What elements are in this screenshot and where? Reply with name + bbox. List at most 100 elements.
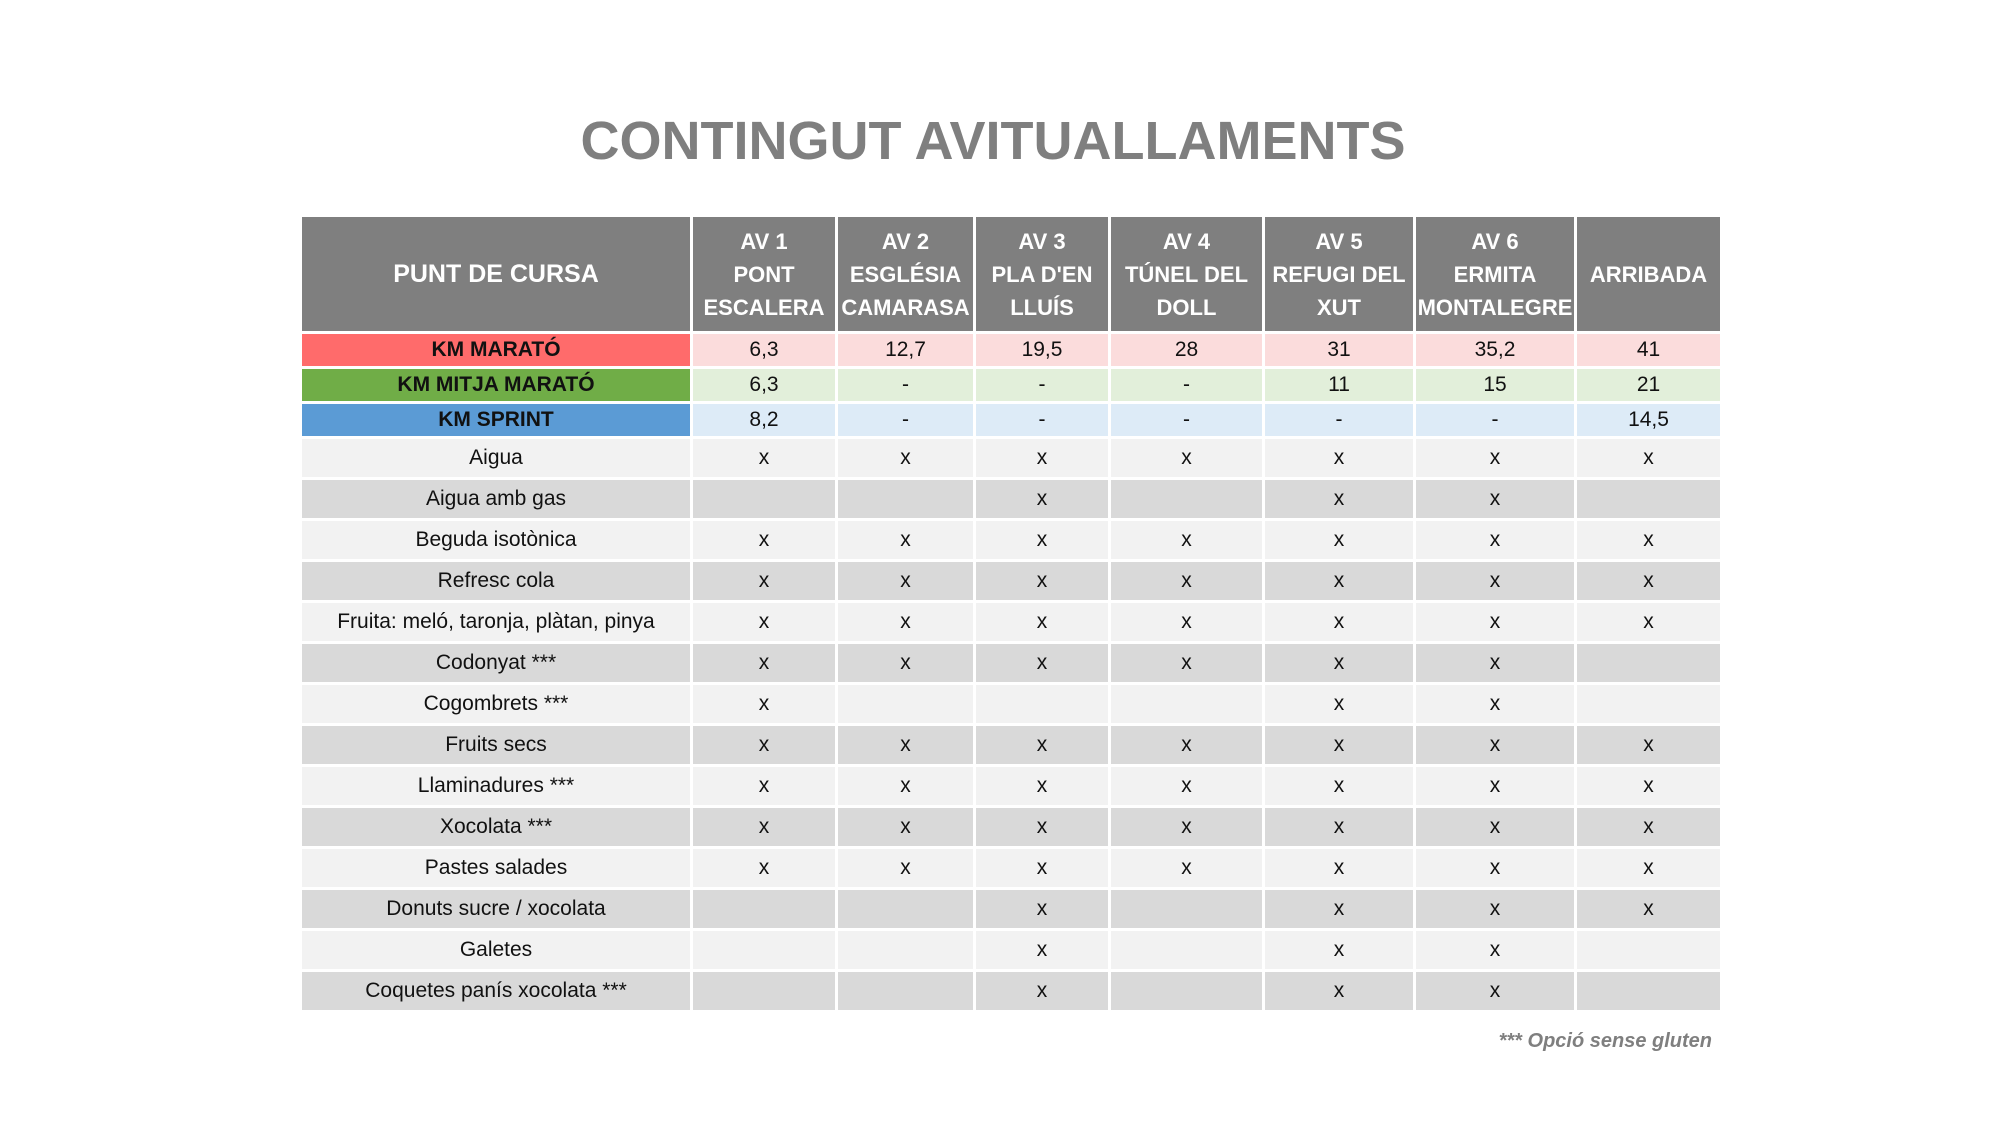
item-label: Refresc cola	[302, 562, 690, 600]
item-mark	[976, 685, 1108, 723]
item-mark: x	[976, 849, 1108, 887]
item-mark: x	[1265, 849, 1413, 887]
item-mark: x	[1265, 644, 1413, 682]
item-mark: x	[693, 603, 835, 641]
item-row: Fruita: meló, taronja, plàtan, pinya x x x x…	[302, 603, 1720, 641]
item-row: Codonyat *** x x x x x x	[302, 644, 1720, 682]
item-mark: x	[976, 767, 1108, 805]
item-mark	[693, 931, 835, 969]
item-mark: x	[693, 562, 835, 600]
item-mark: x	[1265, 439, 1413, 477]
item-mark: x	[838, 767, 973, 805]
item-mark: x	[838, 849, 973, 887]
item-row: Fruits secs x x x x x x x	[302, 726, 1720, 764]
item-mark	[838, 685, 973, 723]
header-column-4: AV 4 TÚNEL DEL DOLL	[1111, 217, 1262, 331]
item-mark	[1577, 644, 1720, 682]
item-mark: x	[693, 808, 835, 846]
km-row-label: KM MITJA MARATÓ	[302, 369, 690, 401]
item-mark: x	[1416, 521, 1574, 559]
km-row: KM SPRINT 8,2- - - - -14,5	[302, 404, 1720, 436]
km-value: 35,2	[1416, 334, 1574, 366]
km-value: 21	[1577, 369, 1720, 401]
item-mark: x	[1577, 562, 1720, 600]
km-value: -	[1111, 404, 1262, 436]
item-mark: x	[838, 603, 973, 641]
km-value: 15	[1416, 369, 1574, 401]
header-line: TÚNEL DEL	[1124, 261, 1249, 287]
item-mark: x	[1111, 767, 1262, 805]
item-mark	[693, 480, 835, 518]
header-line: AV 4	[1162, 228, 1211, 254]
item-mark	[838, 931, 973, 969]
header-line: REFUGI DEL	[1272, 261, 1406, 287]
header-line: AV 6	[1471, 228, 1519, 254]
header-line: CAMARASA	[841, 294, 970, 320]
item-mark: x	[693, 521, 835, 559]
item-row: Llaminadures *** x x x x x x x	[302, 767, 1720, 805]
supply-table: PUNT DE CURSA AV 1 PONT ESCALERA AV 2 ESGLÉSI…	[299, 214, 1723, 1013]
item-mark: x	[838, 726, 973, 764]
item-row: Donuts sucre / xocolata x x x x	[302, 890, 1720, 928]
item-mark: x	[976, 439, 1108, 477]
item-mark: x	[1265, 603, 1413, 641]
km-value: 31	[1265, 334, 1413, 366]
header-line: ESGLÉSIA	[849, 261, 962, 287]
item-row: Xocolata *** x x x x x x x	[302, 808, 1720, 846]
item-mark: x	[976, 972, 1108, 1010]
item-mark: x	[1416, 439, 1574, 477]
km-value: -	[1416, 404, 1574, 436]
item-label: Fruita: meló, taronja, plàtan, pinya	[302, 603, 690, 641]
km-value: -	[1265, 404, 1413, 436]
km-value: 19,5	[976, 334, 1108, 366]
item-mark: x	[1416, 685, 1574, 723]
item-mark	[1111, 972, 1262, 1010]
item-mark: x	[1416, 644, 1574, 682]
item-mark	[1577, 480, 1720, 518]
item-mark: x	[1416, 890, 1574, 928]
item-mark: x	[976, 644, 1108, 682]
header-line: PLA D'EN	[991, 261, 1093, 287]
km-value: 6,3	[693, 334, 835, 366]
km-value: -	[1111, 369, 1262, 401]
header-row: PUNT DE CURSA AV 1 PONT ESCALERA AV 2 ESGLÉSI…	[302, 217, 1720, 331]
item-mark	[1577, 685, 1720, 723]
header-line: ESCALERA	[703, 294, 825, 320]
item-mark: x	[1111, 644, 1262, 682]
item-mark: x	[1111, 726, 1262, 764]
km-row: KM MITJA MARATÓ 6,3- - -11 15 21	[302, 369, 1720, 401]
item-mark: x	[1416, 767, 1574, 805]
header-line: ARRIBADA	[1589, 261, 1708, 287]
item-label: Beguda isotònica	[302, 521, 690, 559]
item-mark: x	[1111, 562, 1262, 600]
item-label: Aigua amb gas	[302, 480, 690, 518]
item-row: Aigua amb gas x x x	[302, 480, 1720, 518]
item-mark: x	[1265, 685, 1413, 723]
header-line: ERMITA	[1453, 261, 1537, 287]
item-label: Codonyat ***	[302, 644, 690, 682]
item-mark: x	[976, 726, 1108, 764]
item-mark: x	[1111, 439, 1262, 477]
item-mark: x	[1577, 439, 1720, 477]
header-column-3: AV 3 PLA D'EN LLUÍS	[976, 217, 1108, 331]
km-value: 8,2	[693, 404, 835, 436]
item-mark: x	[1265, 521, 1413, 559]
page-title: CONTINGUT AVITUALLAMENTS	[580, 111, 1406, 171]
item-row: Beguda isotònica x x x x x x x	[302, 521, 1720, 559]
km-row-label: KM SPRINT	[302, 404, 690, 436]
header-column-1: AV 1 PONT ESCALERA	[693, 217, 835, 331]
item-label: Galetes	[302, 931, 690, 969]
footnote: *** Opció sense gluten	[1498, 1030, 1712, 1052]
km-value: 6,3	[693, 369, 835, 401]
km-value: -	[976, 369, 1108, 401]
item-mark: x	[976, 890, 1108, 928]
item-mark: x	[838, 521, 973, 559]
item-label: Llaminadures ***	[302, 767, 690, 805]
item-mark: x	[1416, 849, 1574, 887]
item-mark: x	[976, 562, 1108, 600]
item-mark: x	[1111, 603, 1262, 641]
item-mark	[838, 890, 973, 928]
km-row: KM MARATÓ 6,3 12,7 19,5 28 31 35,2 41	[302, 334, 1720, 366]
item-label: Pastes salades	[302, 849, 690, 887]
item-mark: x	[1577, 849, 1720, 887]
